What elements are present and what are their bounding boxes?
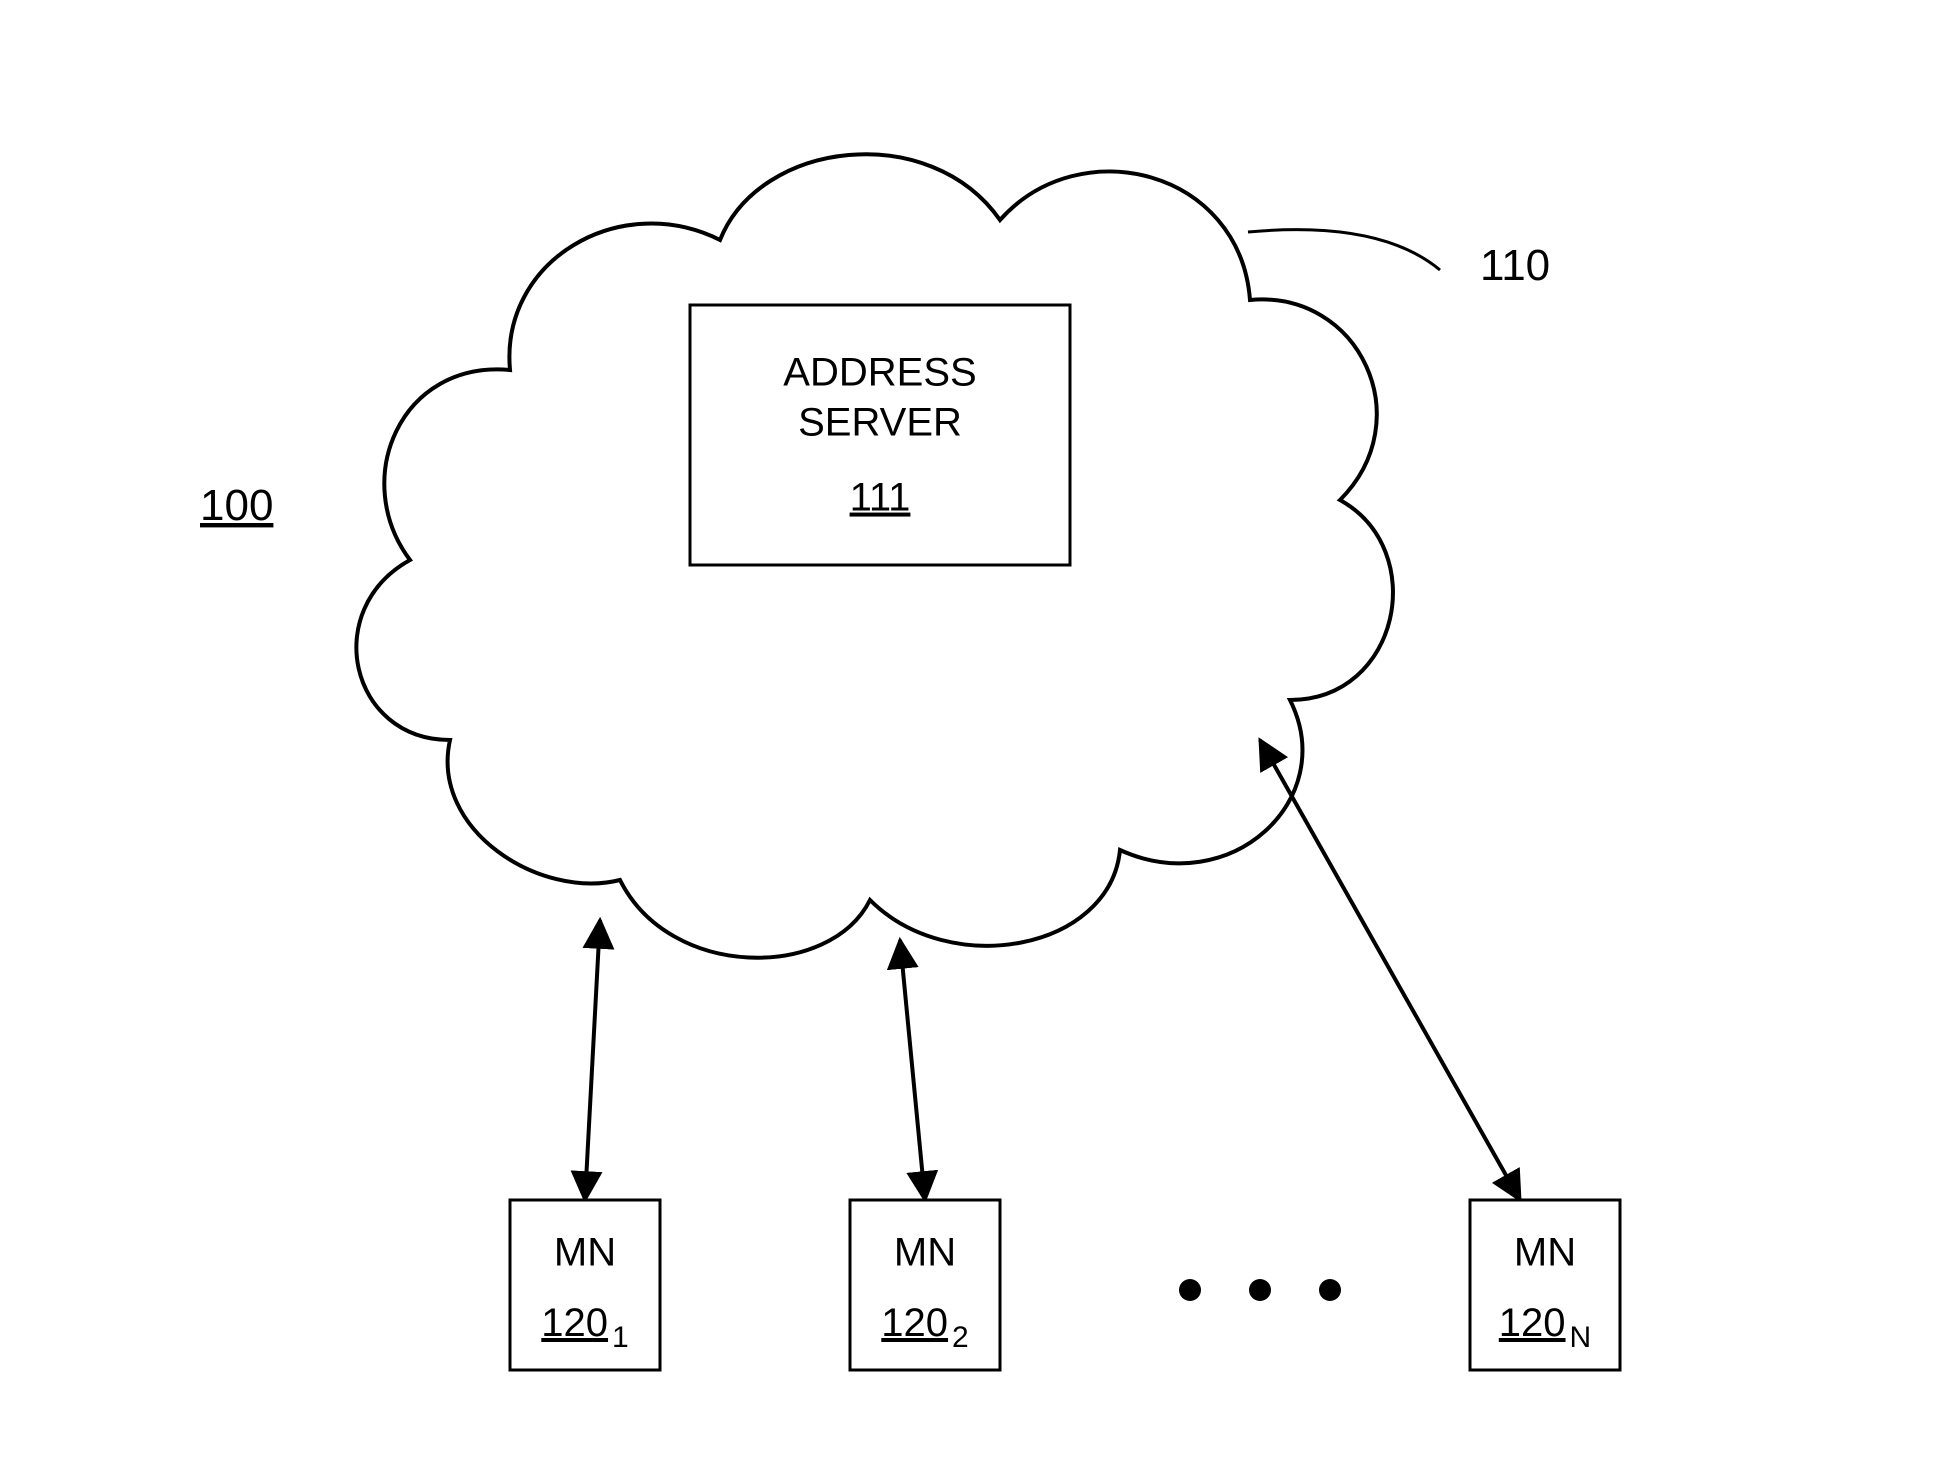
mobile-node-label: MN [554,1231,616,1275]
address-server-line1: ADDRESS [783,351,976,395]
mobile-node-label: MN [894,1231,956,1275]
ellipsis-dot [1179,1279,1201,1301]
mobile-node-label: MN [1514,1231,1576,1275]
address-server-ref: 111 [850,476,911,520]
address-server-line2: SERVER [798,401,962,445]
ellipsis-dot [1319,1279,1341,1301]
cloud-ref-text: 110 [1480,241,1550,290]
figure-ref: 100 [200,481,273,530]
ellipsis-dot [1249,1279,1271,1301]
figure-ref-text: 100 [200,481,273,530]
